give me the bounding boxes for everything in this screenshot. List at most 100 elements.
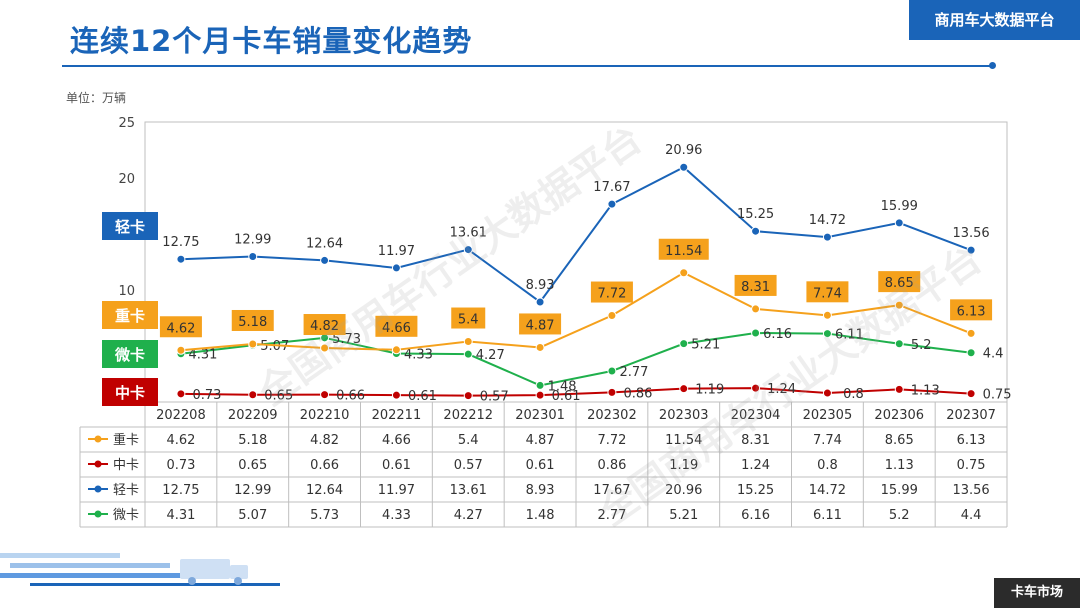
data-label-heavy: 5.4 <box>458 313 479 328</box>
series-line-heavy <box>180 271 972 352</box>
data-label-medium: 0.73 <box>192 388 221 403</box>
data-label-box-heavy <box>590 281 633 303</box>
series-tag-label-light: 轻卡 <box>115 218 145 236</box>
table-cell: 0.8 <box>817 458 838 473</box>
table-cell: 8.65 <box>885 433 914 448</box>
unit-label: 单位：万辆 <box>66 91 127 105</box>
data-label-medium: 0.65 <box>264 389 293 404</box>
series-tag-heavy <box>102 301 158 329</box>
data-label-light: 13.61 <box>450 226 487 241</box>
data-label-box-heavy <box>734 274 777 296</box>
x-tick-label: 202304 <box>731 408 781 423</box>
data-point-heavy <box>679 268 689 278</box>
data-label-micro: 5.73 <box>332 332 361 347</box>
table-cell: 5.73 <box>310 508 339 523</box>
data-point-medium <box>176 389 186 399</box>
data-label-micro: 4.31 <box>188 348 217 363</box>
table-cell: 6.13 <box>957 433 986 448</box>
data-point-heavy <box>822 310 832 320</box>
data-point-medium <box>320 390 330 400</box>
data-label-heavy: 11.54 <box>665 244 702 259</box>
data-label-micro: 5.07 <box>260 339 289 354</box>
table-cell: 12.64 <box>306 483 343 498</box>
table-cell: 4.62 <box>166 433 195 448</box>
data-label-medium: 1.19 <box>695 383 724 398</box>
data-point-heavy <box>607 311 617 321</box>
data-point-medium <box>463 391 473 401</box>
table-cell: 0.57 <box>454 458 483 473</box>
data-label-heavy: 7.74 <box>813 286 842 301</box>
x-tick-label: 202210 <box>300 408 350 423</box>
table-cell: 4.31 <box>166 508 195 523</box>
data-label-micro: 6.16 <box>763 327 792 342</box>
table-cell: 1.48 <box>526 508 555 523</box>
table-cell: 8.93 <box>526 483 555 498</box>
table-cell: 5.07 <box>238 508 267 523</box>
table-cell: 0.75 <box>957 458 986 473</box>
table-cell: 6.11 <box>813 508 842 523</box>
table-cell: 12.75 <box>162 483 199 498</box>
data-label-light: 15.99 <box>881 199 918 214</box>
data-label-light: 15.25 <box>737 207 774 222</box>
table-cell: 11.97 <box>378 483 415 498</box>
data-label-box-heavy <box>231 309 274 331</box>
data-point-micro <box>822 329 832 339</box>
data-label-heavy: 4.62 <box>166 321 195 336</box>
y-tick-label: 20 <box>118 172 135 187</box>
data-label-light: 14.72 <box>809 213 846 228</box>
data-point-heavy <box>248 339 258 349</box>
x-tick-label: 202307 <box>946 408 996 423</box>
data-label-heavy: 8.31 <box>741 280 770 295</box>
x-tick-label: 202305 <box>803 408 853 423</box>
x-tick-label: 202209 <box>228 408 278 423</box>
data-label-medium: 0.61 <box>552 389 581 404</box>
table-cell: 15.99 <box>881 483 918 498</box>
data-label-light: 12.75 <box>162 235 199 250</box>
data-point-micro <box>679 339 689 349</box>
data-label-box-heavy <box>806 281 849 303</box>
table-cell: 4.87 <box>526 433 555 448</box>
data-label-light: 20.96 <box>665 143 702 158</box>
data-point-light <box>751 226 761 236</box>
legend-label: 微卡 <box>113 508 139 523</box>
data-point-medium <box>248 390 258 400</box>
data-label-light: 13.56 <box>952 226 989 241</box>
data-point-medium <box>391 390 401 400</box>
legend-label: 重卡 <box>113 432 139 448</box>
table-cell: 13.61 <box>450 483 487 498</box>
data-label-micro: 1.48 <box>548 379 577 394</box>
table-cell: 14.72 <box>809 483 846 498</box>
table-cell: 6.16 <box>741 508 770 523</box>
x-tick-label: 202212 <box>443 408 493 423</box>
data-point-medium <box>607 387 617 397</box>
table-cell: 0.73 <box>166 458 195 473</box>
table-cell: 4.33 <box>382 508 411 523</box>
data-point-heavy <box>391 345 401 355</box>
data-point-micro <box>320 333 330 343</box>
data-label-box-heavy <box>878 271 921 293</box>
data-point-light <box>248 252 258 262</box>
x-tick-label: 202303 <box>659 408 709 423</box>
data-point-medium <box>894 384 904 394</box>
series-tag-micro <box>102 340 158 368</box>
data-label-heavy: 8.65 <box>885 276 914 291</box>
legend-label: 中卡 <box>113 458 139 473</box>
table-cell: 0.61 <box>526 458 555 473</box>
table-cell: 8.31 <box>741 433 770 448</box>
x-tick-label: 202302 <box>587 408 637 423</box>
data-point-heavy <box>463 337 473 347</box>
x-tick-label: 202301 <box>515 408 565 423</box>
data-point-heavy <box>894 300 904 310</box>
series-tag-light <box>102 212 158 240</box>
table-cell: 4.27 <box>454 508 483 523</box>
data-point-micro <box>607 366 617 376</box>
data-label-heavy: 6.13 <box>957 304 986 319</box>
data-point-light <box>822 232 832 242</box>
series-tag-medium <box>102 378 158 406</box>
data-point-light <box>679 162 689 172</box>
data-label-medium: 0.86 <box>623 386 652 401</box>
table-cell: 1.13 <box>885 458 914 473</box>
data-label-heavy: 4.66 <box>382 321 411 336</box>
legend-marker <box>94 435 102 443</box>
